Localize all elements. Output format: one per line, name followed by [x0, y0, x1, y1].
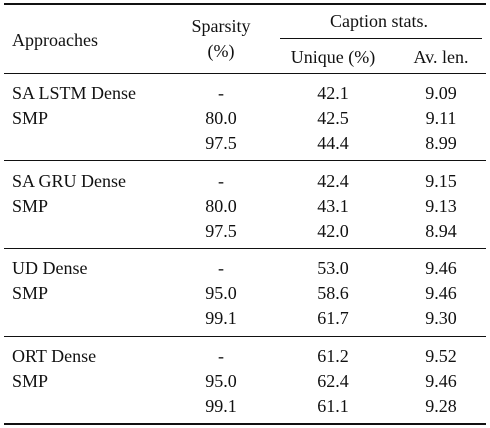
- group-rule: [4, 160, 486, 161]
- row-sparsity: 99.1: [205, 308, 237, 328]
- row-unique: 43.1: [317, 196, 349, 216]
- row-approach: SMP: [12, 371, 49, 391]
- row-unique: 44.4: [317, 133, 349, 153]
- row-approach: SMP: [12, 196, 49, 216]
- row-avlen: 9.46: [425, 258, 457, 278]
- row-sparsity: -: [218, 83, 224, 103]
- row-sparsity: 97.5: [205, 221, 237, 241]
- header-avg-len: Av. len.: [413, 47, 469, 67]
- row-sparsity: -: [218, 346, 224, 366]
- row-approach: UD Dense: [12, 258, 88, 278]
- row-avlen: 9.30: [425, 308, 457, 328]
- header-sparsity: Sparsity: [191, 16, 251, 36]
- row-unique: 61.1: [317, 396, 349, 416]
- group-rule: [4, 248, 486, 249]
- row-sparsity: -: [218, 258, 224, 278]
- row-avlen: 8.94: [425, 221, 457, 241]
- row-approach: ORT Dense: [12, 346, 97, 366]
- header-rule: [4, 73, 486, 74]
- row-avlen: 9.28: [425, 396, 457, 416]
- row-unique: 42.5: [317, 108, 349, 128]
- row-unique: 42.4: [317, 171, 349, 191]
- row-avlen: 8.99: [425, 133, 457, 153]
- top-rule: [4, 3, 486, 5]
- row-unique: 42.0: [317, 221, 349, 241]
- row-avlen: 9.11: [425, 108, 457, 128]
- header-caption-stats: Caption stats.: [330, 11, 428, 31]
- row-unique: 53.0: [317, 258, 349, 278]
- group-rule: [4, 336, 486, 337]
- row-unique: 61.2: [317, 346, 349, 366]
- row-sparsity: 80.0: [205, 108, 237, 128]
- row-unique: 61.7: [317, 308, 349, 328]
- row-sparsity: 99.1: [205, 396, 237, 416]
- row-avlen: 9.09: [425, 83, 457, 103]
- header-sparsity-unit: (%): [207, 41, 235, 61]
- row-sparsity: -: [218, 171, 224, 191]
- row-unique: 42.1: [317, 83, 349, 103]
- row-sparsity: 80.0: [205, 196, 237, 216]
- row-sparsity: 95.0: [205, 371, 237, 391]
- row-sparsity: 95.0: [205, 283, 237, 303]
- row-avlen: 9.46: [425, 283, 457, 303]
- row-unique: 58.6: [317, 283, 349, 303]
- row-avlen: 9.15: [425, 171, 457, 191]
- header-unique: Unique (%): [290, 47, 376, 67]
- bottom-rule: [4, 423, 486, 425]
- row-avlen: 9.13: [425, 196, 457, 216]
- row-avlen: 9.46: [425, 371, 457, 391]
- caption-stats-rule: [280, 38, 482, 39]
- row-approach: SMP: [12, 108, 49, 128]
- header-approaches: Approaches: [12, 30, 98, 50]
- row-approach: SA LSTM Dense: [12, 83, 137, 103]
- row-sparsity: 97.5: [205, 133, 237, 153]
- row-approach: SA GRU Dense: [12, 171, 127, 191]
- row-avlen: 9.52: [425, 346, 457, 366]
- row-approach: SMP: [12, 283, 49, 303]
- row-unique: 62.4: [317, 371, 349, 391]
